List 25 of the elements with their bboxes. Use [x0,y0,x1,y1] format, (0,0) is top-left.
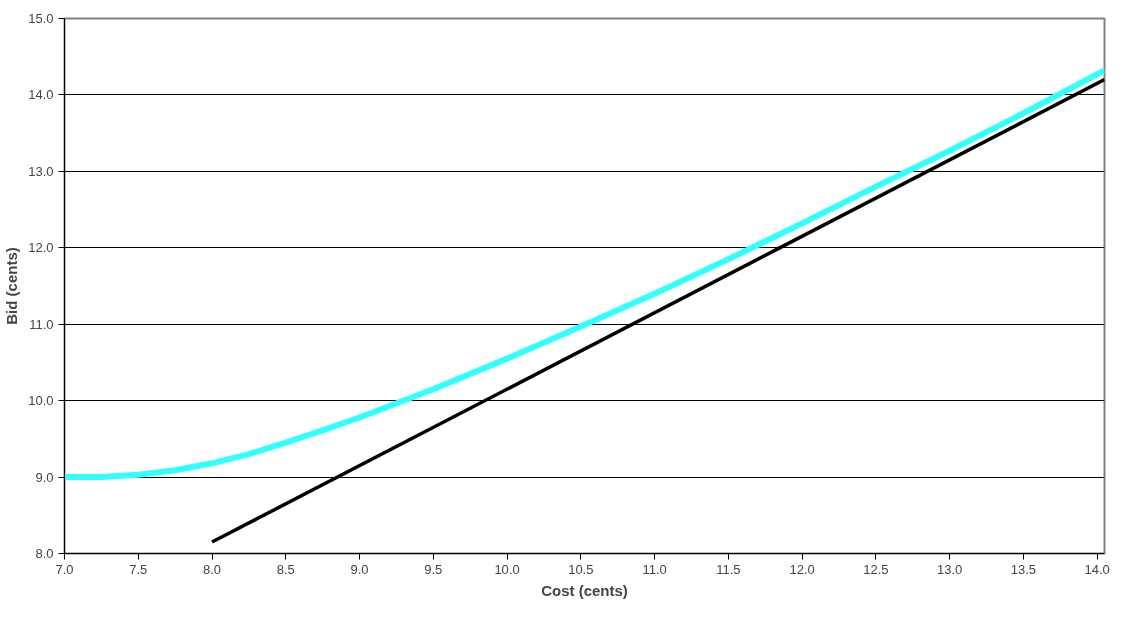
y-tick-label: 14.0 [28,87,54,103]
x-tick-label: 8.5 [276,561,295,577]
x-tick-label: 14.0 [1084,561,1110,577]
x-tick-label: 10.5 [568,561,594,577]
x-tick-label: 7.5 [129,561,148,577]
x-tick-label: 9.0 [350,561,369,577]
x-tick-label: 11.0 [642,561,667,577]
x-tick-label: 10.0 [494,561,520,577]
x-tick-label: 8.0 [202,561,222,577]
y-tick-label: 11.0 [29,316,54,332]
x-tick-label: 9.5 [424,561,443,577]
x-axis-title: Cost (cents) [541,581,628,599]
x-tick-label: 12.5 [863,561,889,577]
x-tick-label: 7.0 [55,561,74,577]
x-tick-label: 11.5 [716,561,741,577]
x-tick-label: 12.0 [789,561,815,577]
y-tick-label: 13.0 [28,163,54,179]
y-tick-label: 10.0 [28,393,54,409]
y-tick-label: 12.0 [28,240,54,256]
x-tick-label: 13.0 [936,561,963,577]
x-tick-label: 13.5 [1010,561,1037,577]
y-tick-label: 8.0 [35,546,54,561]
y-axis-title: Bid (cents) [3,247,21,325]
y-tick-label: 15.0 [28,11,54,26]
y-tick-label: 9.0 [35,469,54,485]
